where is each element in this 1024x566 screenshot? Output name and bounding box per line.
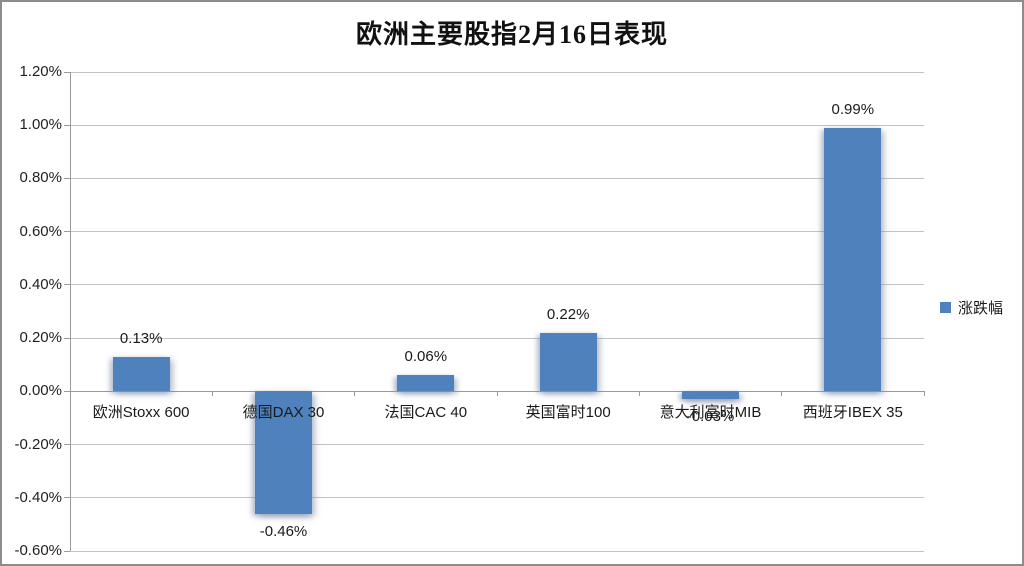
- x-tick-mark: [354, 391, 356, 397]
- bar-5: [682, 391, 739, 400]
- data-label: -0.03%: [686, 408, 735, 426]
- gridline: [70, 231, 924, 233]
- y-tick-mark: [64, 550, 70, 552]
- y-tick-mark: [64, 390, 70, 392]
- category-label: 法国CAC 40: [384, 404, 468, 422]
- y-tick-mark: [64, 497, 70, 499]
- y-tick-label: -0.60%: [14, 542, 62, 559]
- legend: 涨跌幅: [940, 297, 1003, 318]
- y-tick-mark: [64, 71, 70, 73]
- gridline: [70, 444, 924, 446]
- bar-6: [824, 127, 882, 392]
- gridline: [70, 337, 924, 339]
- y-tick-mark: [64, 124, 70, 126]
- legend-series-label: 涨跌幅: [958, 300, 1004, 317]
- gridline: [70, 124, 924, 126]
- y-tick-label: -0.40%: [14, 488, 62, 506]
- x-tick-mark: [923, 391, 925, 397]
- bar-3: [397, 375, 455, 392]
- y-tick-mark: [64, 231, 70, 233]
- data-label: -0.46%: [259, 522, 308, 540]
- y-tick-label: 0.00%: [19, 382, 62, 400]
- category-label: 德国DAX 30: [242, 404, 325, 422]
- y-tick-label: 0.20%: [19, 329, 62, 347]
- bar-4: [539, 332, 597, 392]
- category-label: 英国富时100: [525, 404, 611, 422]
- y-tick-label: 0.40%: [19, 275, 62, 293]
- category-label: 意大利富时MIB: [659, 404, 762, 422]
- gridline: [70, 284, 924, 286]
- category-label: 欧洲Stoxx 600: [92, 404, 190, 422]
- y-tick-label: 0.80%: [19, 169, 62, 187]
- y-tick-label: 0.60%: [19, 222, 62, 240]
- y-axis-line: [70, 72, 71, 551]
- gridline: [70, 71, 924, 73]
- x-tick-mark: [638, 391, 640, 397]
- y-tick-label: 1.20%: [19, 63, 62, 80]
- category-label: 西班牙IBEX 35: [802, 404, 903, 422]
- y-tick-mark: [64, 284, 70, 286]
- data-label: 0.99%: [831, 100, 875, 118]
- legend-swatch-icon: [940, 302, 951, 313]
- bar-2: [255, 391, 312, 514]
- y-tick-label: 1.00%: [19, 116, 62, 134]
- x-tick-mark: [496, 391, 498, 397]
- x-tick-mark: [69, 391, 71, 397]
- x-tick-mark: [781, 391, 783, 397]
- y-tick-label: -0.20%: [14, 435, 62, 453]
- data-label: 0.13%: [119, 329, 163, 347]
- chart-title: 欧洲主要股指2月16日表现: [355, 20, 668, 49]
- data-label: 0.06%: [404, 348, 448, 366]
- bar-1: [112, 356, 170, 392]
- y-tick-mark: [64, 444, 70, 446]
- gridline: [70, 177, 924, 179]
- data-label: 0.22%: [546, 305, 590, 323]
- gridline: [70, 497, 924, 499]
- y-tick-mark: [64, 177, 70, 179]
- gridline: [70, 550, 924, 552]
- x-tick-mark: [211, 391, 213, 397]
- y-tick-mark: [64, 337, 70, 339]
